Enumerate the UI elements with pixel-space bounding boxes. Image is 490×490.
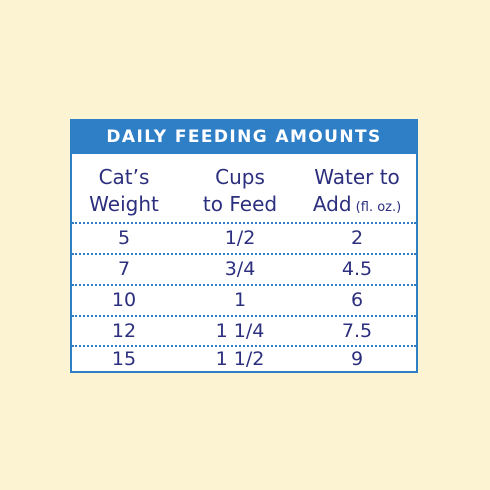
row-divider: [72, 253, 416, 255]
table-row: 5 1/2 2: [72, 224, 416, 253]
cell-cups: 3/4: [224, 258, 256, 280]
column-header-weight-line1: Cat’s: [98, 165, 150, 189]
cell-cups: 1/2: [224, 227, 256, 249]
table-row: 12 1 1/4 7.5: [72, 317, 416, 346]
cell-cups: 1: [233, 289, 247, 311]
cell-water: 2: [350, 227, 364, 249]
column-header-water-line1: Water to: [314, 165, 400, 189]
row-divider: [72, 222, 416, 224]
table-row: 7 3/4 4.5: [72, 255, 416, 284]
cell-cups: 1 1/2: [215, 348, 265, 370]
cell-weight: 12: [111, 320, 137, 342]
feeding-table-card: DAILY FEEDING AMOUNTS Cat’s Weight Cups …: [70, 119, 418, 373]
table-title: DAILY FEEDING AMOUNTS: [72, 121, 416, 154]
cell-cups: 1 1/4: [215, 320, 265, 342]
cell-weight: 10: [111, 289, 137, 311]
row-divider: [72, 345, 416, 347]
cell-water: 7.5: [341, 320, 373, 342]
column-header-cups-line1: Cups: [215, 165, 265, 189]
table-row: 15 1 1/2 9: [72, 345, 416, 374]
row-divider: [72, 315, 416, 317]
cell-water: 4.5: [341, 258, 373, 280]
cell-weight: 15: [111, 348, 137, 370]
column-header-weight: Cat’s Weight: [72, 164, 176, 218]
column-header-cups: Cups to Feed: [184, 164, 296, 218]
row-divider: [72, 284, 416, 286]
column-header-weight-line2: Weight: [89, 192, 159, 216]
cell-water: 6: [350, 289, 364, 311]
column-header-water: Water to Add (fl. oz.): [296, 164, 418, 221]
column-header-water-unit: (fl. oz.): [351, 200, 402, 215]
column-header-water-line2-main: Add: [312, 192, 352, 216]
column-header-cups-line2: to Feed: [202, 192, 278, 216]
cell-weight: 7: [117, 258, 131, 280]
cell-water: 9: [350, 348, 364, 370]
table-row: 10 1 6: [72, 286, 416, 315]
column-header-water-line2: Add (fl. oz.): [296, 191, 418, 221]
cell-weight: 5: [117, 227, 131, 249]
